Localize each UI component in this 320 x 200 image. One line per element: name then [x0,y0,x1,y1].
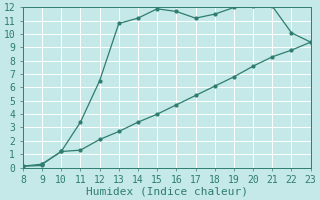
X-axis label: Humidex (Indice chaleur): Humidex (Indice chaleur) [86,187,248,197]
